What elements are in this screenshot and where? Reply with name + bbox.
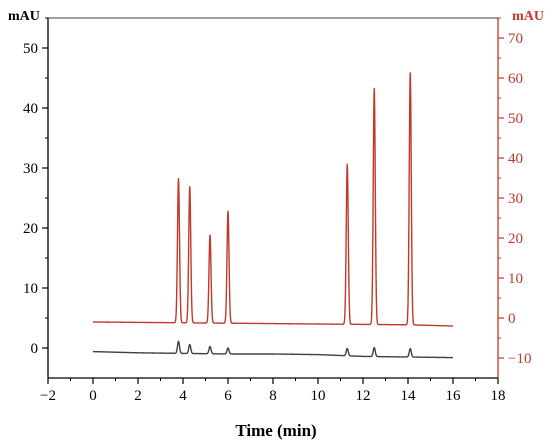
y-left-tick-label: 40 — [23, 101, 38, 117]
x-tick-label: 10 — [311, 388, 326, 404]
y-right-tick-label: 50 — [508, 111, 523, 127]
x-axis: −2 0 2 4 6 8 10 12 14 16 18 — [40, 378, 506, 404]
x-tick-label: 2 — [134, 388, 142, 404]
y-right-tick-label: 0 — [508, 311, 516, 327]
y-left-tick-label: 50 — [23, 41, 38, 57]
y-right-tick-label: 20 — [508, 231, 523, 247]
x-tick-label: 6 — [224, 388, 232, 404]
x-tick-label: 18 — [491, 388, 506, 404]
y-left-tick-label: 0 — [31, 341, 39, 357]
y-right-tick-label: 70 — [508, 31, 523, 47]
x-tick-label: 12 — [356, 388, 371, 404]
x-tick-label: 0 — [89, 388, 97, 404]
y-left-tick-label: 30 — [23, 161, 38, 177]
y-right-tick-label: 10 — [508, 271, 523, 287]
series-line-gray — [92, 340, 454, 359]
y-right-tick-label: 60 — [508, 71, 523, 87]
x-tick-label: −2 — [40, 388, 56, 404]
x-tick-label: 8 — [269, 388, 277, 404]
y-left-tick-label: 20 — [23, 221, 38, 237]
x-tick-label: 14 — [401, 388, 417, 404]
series-layer — [92, 72, 454, 359]
x-tick-label: 4 — [179, 388, 187, 404]
y-left-tick-label: 10 — [23, 281, 38, 297]
y-right-tick-label: 30 — [508, 191, 523, 207]
x-axis-title: Time (min) — [235, 421, 316, 440]
series-line-red — [92, 72, 454, 327]
x-tick-label: 16 — [446, 388, 462, 404]
y-axis-left: 0 10 20 30 40 50 — [23, 17, 48, 357]
y-right-tick-label: −10 — [508, 351, 531, 367]
y-axis-right: −10 0 10 20 30 40 50 60 70 — [498, 17, 531, 367]
y-left-unit-label: mAU — [8, 9, 40, 24]
y-right-tick-label: 40 — [508, 151, 523, 167]
y-right-unit-label: mAU — [512, 9, 544, 24]
